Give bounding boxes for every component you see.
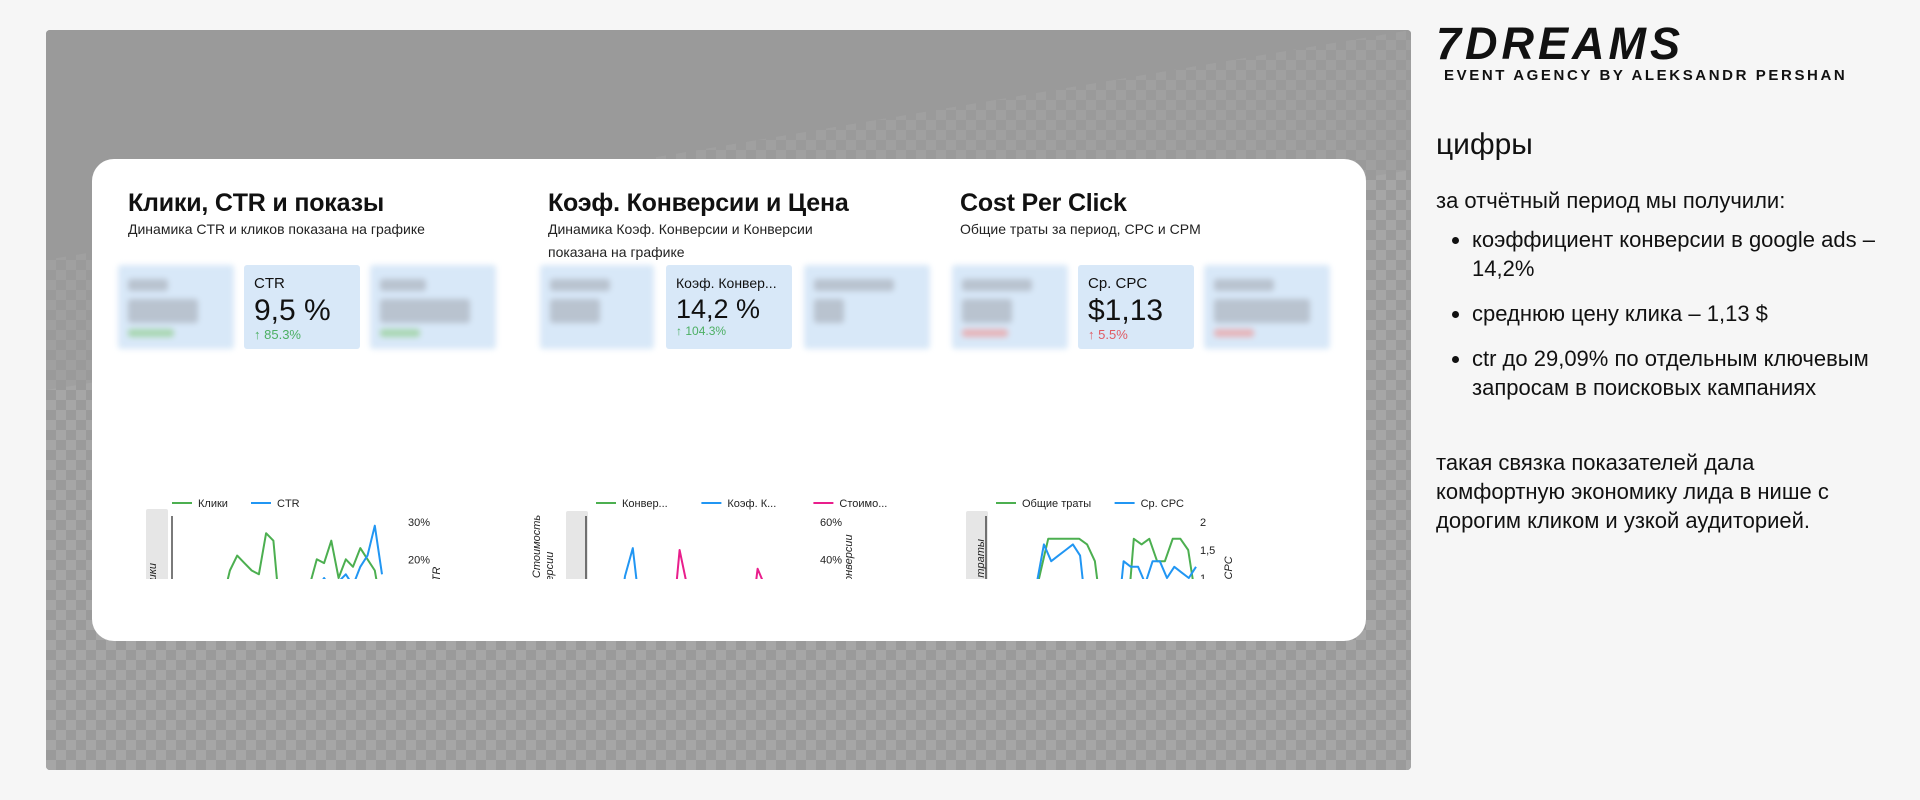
kpi-delta: ↑ 85.3% (254, 327, 301, 342)
y-axis-label-right: Ср. CPC (1223, 556, 1235, 579)
series-line (1036, 543, 1197, 579)
panel-clicks-ctr: Клики, CTR и показы Динамика CTR и клико… (92, 159, 512, 641)
panel-title: Cost Per Click (960, 189, 1127, 217)
kpi-blurred (952, 265, 1068, 349)
panel-subtitle: Динамика Коэф. Конверсии и Конверсии пок… (548, 221, 813, 260)
kpi-value: $1,13 (1088, 294, 1164, 327)
y-tick-label: 1 (1200, 573, 1206, 579)
y-axis-label-left: Конверсии | Стоимостьконверсии (531, 515, 556, 579)
kpi-delta: ↑ 104.3% (676, 324, 727, 338)
y-tick-label: 2 (1200, 517, 1206, 529)
label-line: Конверсии | Стоимость (531, 515, 543, 579)
logo-tagline: EVENT AGENCY BY ALEKSANDR PERSHAN (1444, 67, 1848, 84)
kpi-blurred (804, 265, 930, 349)
kpi-ctr: CTR 9,5 % ↑ 85.3% (244, 265, 360, 349)
kpi-label: Коэф. Конвер... (676, 275, 777, 291)
series-line (623, 547, 638, 579)
series-line (675, 549, 764, 579)
panel-cpc: Cost Per Click Общие траты за период, CP… (942, 159, 1366, 641)
kpi-label: Ср. CPC (1088, 275, 1148, 292)
screenshot-backdrop: Клики, CTR и показы Динамика CTR и клико… (46, 30, 1411, 770)
series-line (322, 524, 383, 579)
arrow-up-icon: ↑ (676, 324, 682, 338)
logo-wordmark: 7DREAMS (1436, 18, 1685, 69)
arrow-up-icon: ↑ (254, 327, 261, 342)
legend-label: Общие траты (1022, 498, 1091, 510)
kpi-delta: ↑ 5.5% (1088, 327, 1128, 342)
kpi-blurred (118, 265, 234, 349)
results-list: коэффициент конверсии в google ads – 14,… (1436, 225, 1912, 418)
list-item: ctr до 29,09% по отдельным ключевым запр… (1472, 344, 1912, 402)
panel-title: Клики, CTR и показы (128, 189, 384, 217)
section-title: цифры (1436, 128, 1533, 161)
label-line: конверсии (544, 552, 556, 579)
kpi-conversion-rate: Коэф. Конвер... 14,2 % ↑ 104.3% (666, 265, 792, 349)
legend-label: Стоимо... (839, 498, 887, 510)
panel-subtitle: Динамика CTR и кликов показана на график… (128, 221, 425, 237)
list-item: среднюю цену клика – 1,13 $ (1472, 299, 1912, 328)
kpi-blurred (540, 265, 654, 349)
kpi-blurred (1204, 265, 1330, 349)
y-axis-label-right: Коэф. Конверсии (843, 534, 855, 579)
series-line (226, 532, 378, 579)
y-axis-label-left: Общие траты (975, 539, 987, 579)
legend-label: Клики (198, 498, 228, 510)
panel-conversion: Коэф. Конверсии и Цена Динамика Коэф. Ко… (512, 159, 942, 641)
blurred-axis (966, 511, 988, 579)
list-item: коэффициент конверсии в google ads – 14,… (1472, 225, 1912, 283)
legend-label: Ср. CPC (1141, 498, 1184, 510)
sidebar: 7DREAMS EVENT AGENCY BY ALEKSANDR PERSHA… (1436, 0, 1896, 800)
intro-text: за отчётный период мы получили: (1436, 188, 1786, 213)
legend-label: Коэф. К... (727, 498, 776, 510)
y-axis-label-left: Клики (147, 563, 159, 579)
dashboard-card: Клики, CTR и показы Динамика CTR и клико… (92, 159, 1366, 641)
y-tick-label: 1,5 (1200, 545, 1215, 557)
kpi-value: 14,2 % (676, 294, 761, 324)
y-axis-label-right: CTR (431, 567, 443, 579)
kpi-value: 9,5 % (254, 294, 331, 327)
kpi-blurred (370, 265, 496, 349)
y-tick-label: 30% (408, 517, 430, 529)
summary-text: такая связка показателей дала комфортную… (1436, 450, 1829, 533)
blurred-axis (566, 511, 588, 579)
y-tick-label: 20% (408, 554, 430, 566)
chart-conversion: Конвер...Коэф. К...Стоимо...60%40%20%0%4… (531, 498, 887, 579)
series-line (1037, 537, 1194, 579)
kpi-label: CTR (254, 275, 285, 292)
y-tick-label: 40% (820, 554, 842, 566)
panel-subtitle: Общие траты за период, CPC и CPM (960, 221, 1201, 237)
legend-label: CTR (277, 498, 300, 510)
arrow-up-icon: ↑ (1088, 327, 1095, 342)
blurred-axis (146, 509, 168, 579)
y-tick-label: 60% (820, 517, 842, 529)
kpi-avg-cpc: Ср. CPC $1,13 ↑ 5.5% (1078, 265, 1194, 349)
panel-title: Коэф. Конверсии и Цена (548, 189, 849, 217)
legend-label: Конвер... (622, 498, 668, 510)
